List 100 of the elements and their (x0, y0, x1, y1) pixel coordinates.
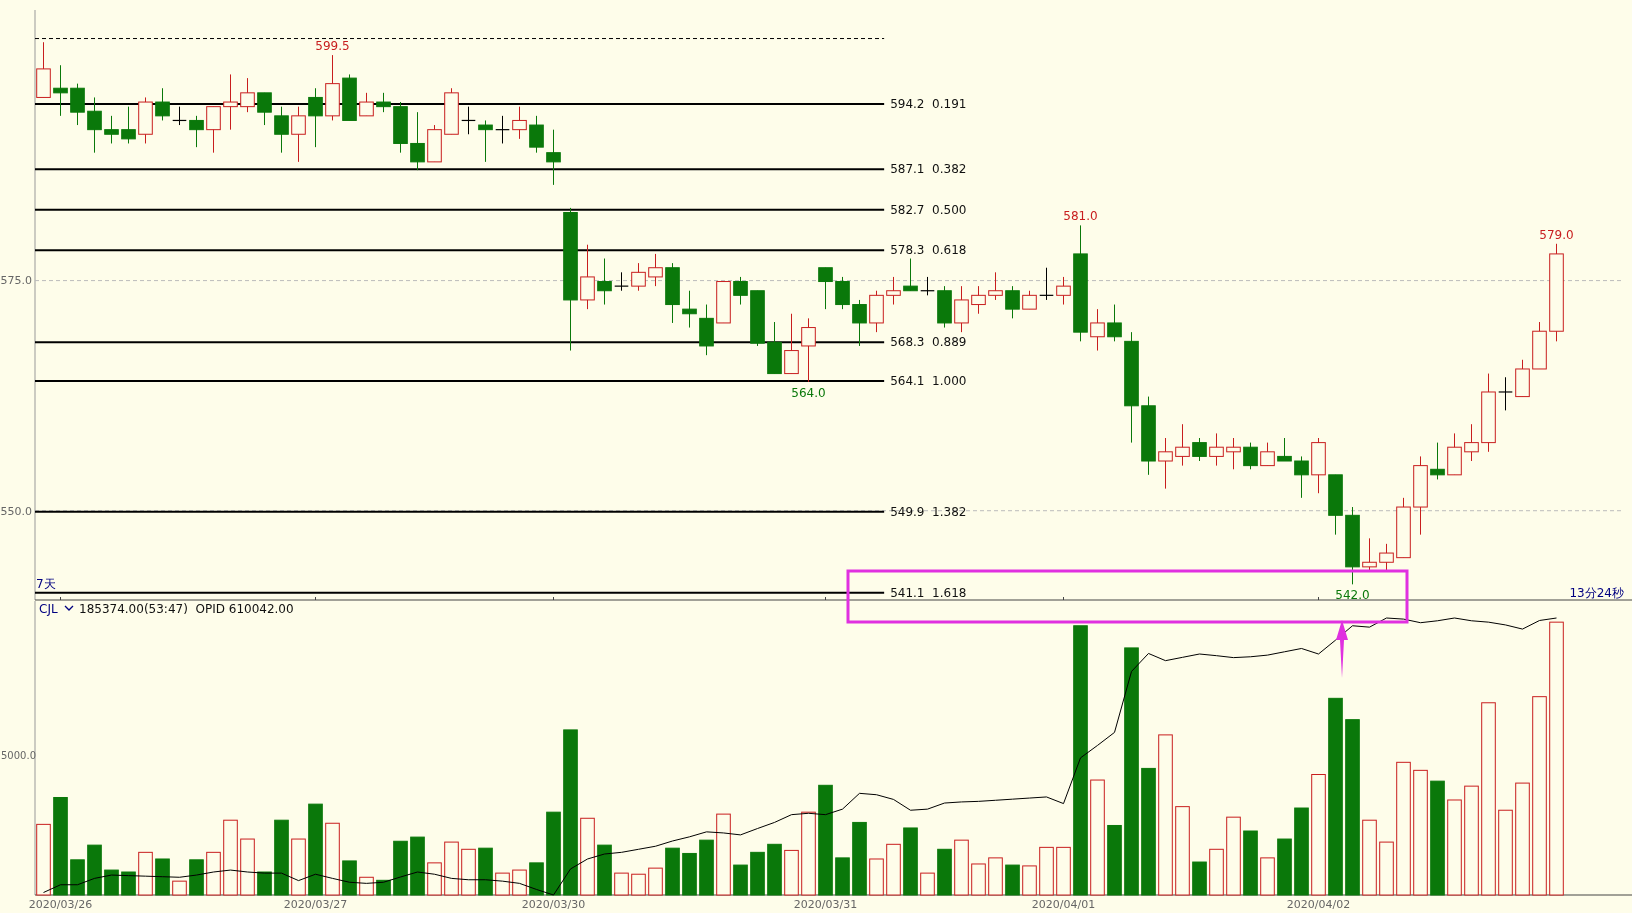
candlestick (53, 64, 68, 117)
bar (155, 858, 170, 896)
candlestick (1158, 437, 1173, 490)
bar (1549, 621, 1564, 896)
x-tick-label: 2020/03/30 (521, 898, 586, 911)
ref-line-label: 564.1 1.000 (890, 374, 967, 389)
candlestick (512, 106, 527, 140)
candlestick (359, 92, 374, 117)
candlestick (631, 262, 646, 292)
candlestick (580, 244, 595, 310)
candlestick (546, 129, 561, 186)
bar (1481, 702, 1496, 896)
y-tick-label: 550.0 (0, 504, 32, 518)
bar (1192, 861, 1207, 896)
bar (359, 876, 374, 896)
bar (1447, 799, 1462, 896)
annotation: 599.5 (315, 39, 350, 54)
bar (903, 827, 918, 896)
ref-line-label: 549.9 1.382 (890, 504, 967, 519)
bar (274, 819, 289, 896)
candlestick (818, 267, 833, 310)
candlestick (529, 115, 544, 154)
candlestick (121, 106, 136, 144)
bar (580, 817, 595, 896)
candlestick (189, 115, 204, 148)
bar (750, 851, 765, 896)
bar (1294, 807, 1309, 896)
bar (206, 851, 221, 896)
bar (1209, 848, 1224, 896)
bar (682, 852, 697, 896)
bar (818, 784, 833, 896)
bar (920, 872, 935, 896)
candlestick (954, 285, 969, 333)
candlestick (257, 92, 272, 126)
bar (886, 843, 901, 896)
candlestick (614, 271, 629, 292)
bar (87, 844, 102, 896)
candlestick (1430, 442, 1445, 480)
bar (36, 823, 51, 896)
bar (665, 847, 680, 896)
ref-line-label: 568.3 0.889 (890, 335, 967, 350)
bar (954, 839, 969, 896)
bar (597, 844, 612, 896)
bar (240, 838, 255, 896)
bar (138, 851, 153, 896)
bar (1379, 841, 1394, 896)
bar (1464, 785, 1479, 896)
candlestick (308, 87, 323, 148)
bar (733, 864, 748, 896)
bar (257, 871, 272, 896)
candlestick (1464, 423, 1479, 462)
bar (1311, 774, 1326, 896)
candlestick (886, 276, 901, 306)
candlestick (801, 317, 816, 383)
bar (1158, 734, 1173, 896)
ref-line-label: 582.7 0.500 (890, 202, 967, 217)
candlestick (1192, 437, 1207, 462)
ref-line-label: 594.2 0.191 (890, 97, 967, 112)
annotation: 5000.0 (1, 749, 36, 761)
candlestick (852, 299, 867, 347)
bar (648, 867, 663, 896)
bar (376, 879, 391, 896)
bar (1243, 830, 1258, 896)
annotation: 564.0 (791, 385, 826, 400)
candlestick (903, 258, 918, 292)
candlestick (274, 106, 289, 154)
bar (767, 843, 782, 896)
bar (1277, 838, 1292, 896)
bar (1532, 696, 1547, 896)
x-tick-label: 2020/03/27 (283, 898, 348, 911)
text: 185374.00(53:47) OPID 610042.00 (79, 602, 294, 616)
bar (1396, 761, 1411, 896)
y-tick-label: 575.0 (0, 274, 32, 288)
candlestick (1056, 276, 1071, 306)
bar (988, 857, 1003, 896)
x-tick-label: 2020/04/01 (1031, 898, 1096, 911)
candlestick (1226, 437, 1241, 470)
candlestick (1260, 442, 1275, 467)
bar (1039, 846, 1054, 896)
candlestick (1379, 543, 1394, 572)
bar (308, 803, 323, 896)
bar (852, 821, 867, 896)
bar (342, 860, 357, 896)
bar (971, 863, 986, 896)
bar (1430, 780, 1445, 896)
bar (172, 880, 187, 896)
bar (529, 862, 544, 896)
candlestick (988, 271, 1003, 301)
candlestick (87, 96, 102, 154)
bar (325, 822, 340, 896)
ref-line-label: 541.1 1.618 (890, 585, 967, 600)
annotation: 579.0 (1539, 227, 1574, 242)
candlestick (1277, 437, 1292, 462)
annotation: 7天 (36, 577, 56, 591)
candlestick (835, 276, 850, 310)
bar (1073, 625, 1088, 896)
candlestick (1498, 376, 1513, 411)
bar (121, 871, 136, 896)
candlestick (682, 290, 697, 329)
bar (1107, 824, 1122, 896)
